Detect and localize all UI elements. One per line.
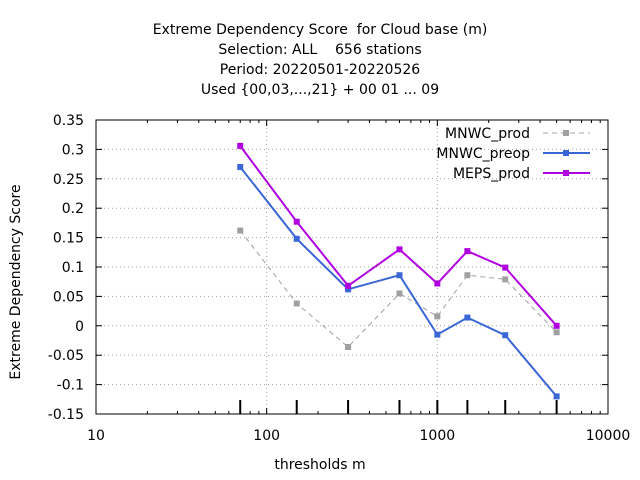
y-tick-label: 0.3 [62, 142, 84, 158]
x-tick-label: 10000 [586, 428, 631, 444]
legend-label: MNWC_prod [445, 126, 530, 142]
x-axis-label: thresholds m [274, 457, 366, 473]
x-tick-label: 100 [253, 428, 280, 444]
data-point [345, 343, 352, 350]
data-point [396, 246, 403, 253]
y-tick-label: 0.25 [53, 172, 84, 188]
data-point [237, 164, 244, 171]
data-point [502, 276, 509, 283]
data-point [502, 264, 509, 271]
chart-title-line-3: Period: 20220501-20220526 [219, 62, 421, 78]
data-point [434, 331, 441, 338]
data-point [237, 142, 244, 149]
data-point [464, 272, 471, 279]
y-tick-label: 0.1 [62, 260, 84, 276]
data-point [434, 280, 441, 287]
data-point [237, 227, 244, 234]
chart-title-line-1: Extreme Dependency Score for Cloud base … [152, 22, 488, 38]
series-line-meps-prod [239, 145, 558, 327]
data-point [553, 329, 560, 336]
x-tick-label: 10 [87, 428, 105, 444]
legend-label: MEPS_prod [453, 166, 530, 182]
y-tick-label: -0.05 [48, 348, 84, 364]
data-point [553, 393, 560, 400]
y-tick-label: 0.05 [53, 289, 84, 305]
data-point [345, 282, 352, 289]
chart-title-line-4: Used {00,03,...,21} + 00 01 ... 09 [200, 82, 440, 98]
data-point [293, 300, 300, 307]
legend-swatch-marker [563, 170, 569, 176]
chart-title-line-2: Selection: ALL 656 stations [218, 42, 422, 58]
data-point [345, 286, 352, 293]
data-point [502, 332, 509, 339]
y-tick-label: 0 [75, 319, 84, 335]
series-line-mnwc-preop [239, 166, 558, 398]
data-point [464, 248, 471, 255]
data-point [293, 235, 300, 242]
data-point [293, 218, 300, 225]
data-point [396, 272, 403, 279]
y-tick-label: 0.15 [53, 231, 84, 247]
data-point [434, 313, 441, 320]
legend-swatch-marker [563, 130, 569, 136]
legend-label: MNWC_preop [436, 146, 530, 162]
data-point [464, 314, 471, 321]
y-tick-label: -0.15 [48, 407, 84, 423]
y-tick-label: -0.1 [57, 378, 84, 394]
y-tick-label: 0.35 [53, 113, 84, 129]
y-tick-label: 0.2 [62, 201, 84, 217]
data-point [396, 290, 403, 297]
x-tick-label: 1000 [420, 428, 456, 444]
data-point [553, 322, 560, 329]
legend-swatch-marker [563, 150, 569, 156]
